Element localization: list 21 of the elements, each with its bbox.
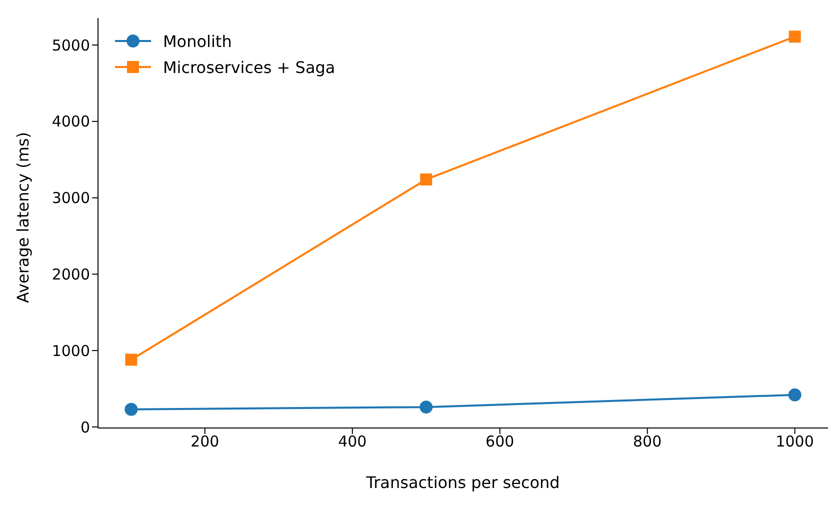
y-tick-label: 1000 xyxy=(52,342,90,360)
x-tick-label: 600 xyxy=(486,432,514,451)
x-axis-title: Transactions per second xyxy=(365,473,560,492)
x-tick-label: 800 xyxy=(633,432,662,451)
x-tick-label: 400 xyxy=(338,432,367,451)
point xyxy=(788,30,801,43)
legend-label: Monolith xyxy=(163,32,232,50)
y-tick-label: 4000 xyxy=(52,112,90,131)
point xyxy=(124,402,138,416)
y-tick-label: 5000 xyxy=(52,36,90,54)
y-axis-title: Average latency (ms) xyxy=(14,132,33,303)
point xyxy=(125,354,138,366)
x-tick-label: 1000 xyxy=(776,432,814,451)
y-tick-label: 0 xyxy=(80,418,90,436)
legend-label: Microservices + Saga xyxy=(163,58,336,76)
y-tick-label: 3000 xyxy=(52,189,90,208)
point xyxy=(420,400,433,414)
point xyxy=(420,173,432,186)
point xyxy=(788,388,802,402)
y-tick-label: 2000 xyxy=(52,266,90,284)
x-tick-label: 200 xyxy=(190,432,220,451)
